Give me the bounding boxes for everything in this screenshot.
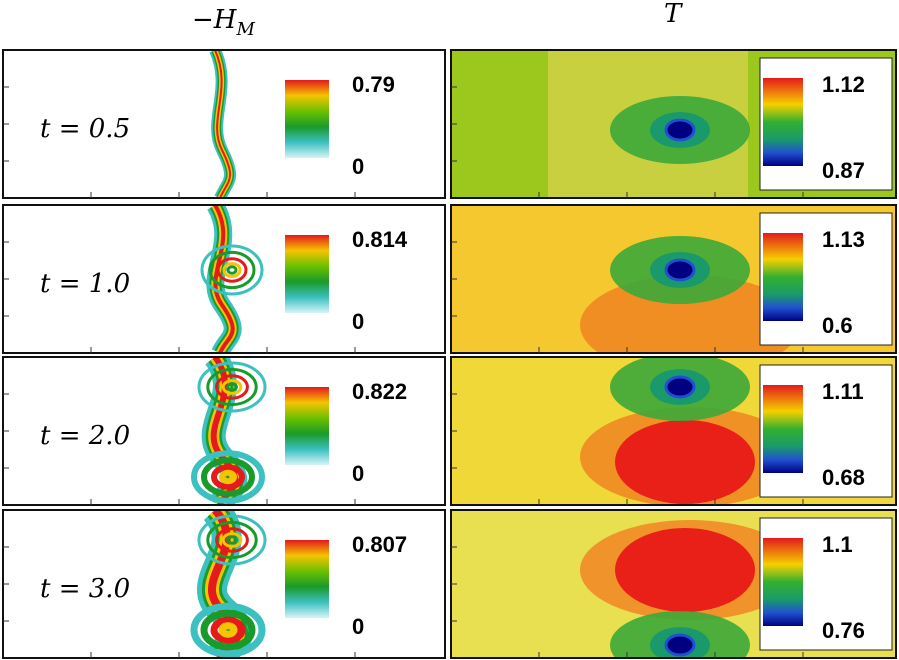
colorbar-max: 0.822	[352, 379, 407, 404]
colorbar	[285, 80, 329, 158]
colorbar-min: 0	[352, 461, 364, 486]
spiral	[215, 527, 249, 553]
spiral	[219, 469, 237, 485]
colorbar-min: 0.76	[822, 618, 865, 643]
header-subscript: M	[235, 19, 255, 40]
vortex-core	[664, 375, 696, 399]
spiral	[226, 382, 238, 392]
colorbar-min: 0	[352, 154, 364, 179]
colorbar-min: 0	[352, 309, 364, 334]
spiral	[206, 367, 258, 407]
spiral	[208, 250, 256, 290]
colorbar-max: 0.814	[352, 227, 408, 252]
hot-core	[615, 420, 755, 504]
colorbar-min: 0.6	[822, 313, 853, 338]
sheet	[214, 50, 232, 198]
vortex-core	[664, 633, 696, 657]
spiral	[200, 609, 256, 651]
spiral	[215, 374, 249, 400]
vortex-core	[664, 258, 696, 282]
colorbar	[763, 78, 803, 166]
spiral	[191, 450, 265, 504]
spiral	[226, 265, 238, 275]
colorbar	[285, 540, 329, 618]
spiral	[206, 520, 258, 560]
left-field	[191, 357, 267, 505]
time-label: t = 1.0	[40, 269, 130, 299]
left-field	[190, 510, 267, 658]
spiral	[226, 535, 238, 545]
right-header: T	[664, 0, 683, 29]
spiral	[218, 622, 238, 638]
left-header: −HM	[192, 5, 255, 40]
colorbar-max: 1.1	[822, 532, 853, 557]
vortex-core	[664, 118, 696, 142]
spiral	[221, 379, 243, 395]
rows: 0.79 0 t = 0.5 1.12 0.87 0.814 0 t = 1.0 1.13 0.6…	[2, 49, 897, 659]
spiral	[197, 361, 267, 413]
sheet	[213, 205, 235, 353]
spiral	[210, 616, 246, 644]
spiral	[197, 514, 267, 566]
colorbar	[285, 235, 329, 313]
colorbar-max: 0.807	[352, 532, 407, 557]
colorbar	[763, 233, 803, 321]
left-field	[200, 205, 264, 353]
header-symbol: −H	[192, 5, 238, 35]
left-field	[209, 50, 237, 198]
colorbar-max: 1.12	[822, 72, 865, 97]
spiral	[216, 257, 248, 283]
spiral	[211, 464, 245, 490]
spiral	[222, 262, 242, 278]
colorbar-max: 1.11	[822, 379, 864, 404]
colorbar-min: 0	[352, 614, 364, 639]
colorbar-min: 0.87	[822, 158, 865, 183]
hot-core	[615, 528, 755, 612]
spiral	[200, 244, 264, 296]
spiral	[190, 602, 266, 658]
time-label: t = 0.5	[40, 114, 130, 144]
spiral	[201, 457, 255, 497]
colorbar	[763, 385, 803, 473]
time-label: t = 2.0	[40, 421, 130, 451]
colorbar-max: 1.13	[822, 227, 865, 252]
time-label: t = 3.0	[40, 574, 130, 604]
colorbar	[763, 538, 803, 626]
colorbar	[285, 387, 329, 465]
spiral	[221, 532, 243, 548]
colorbar-min: 0.68	[822, 465, 865, 490]
colorbar-max: 0.79	[352, 72, 395, 97]
